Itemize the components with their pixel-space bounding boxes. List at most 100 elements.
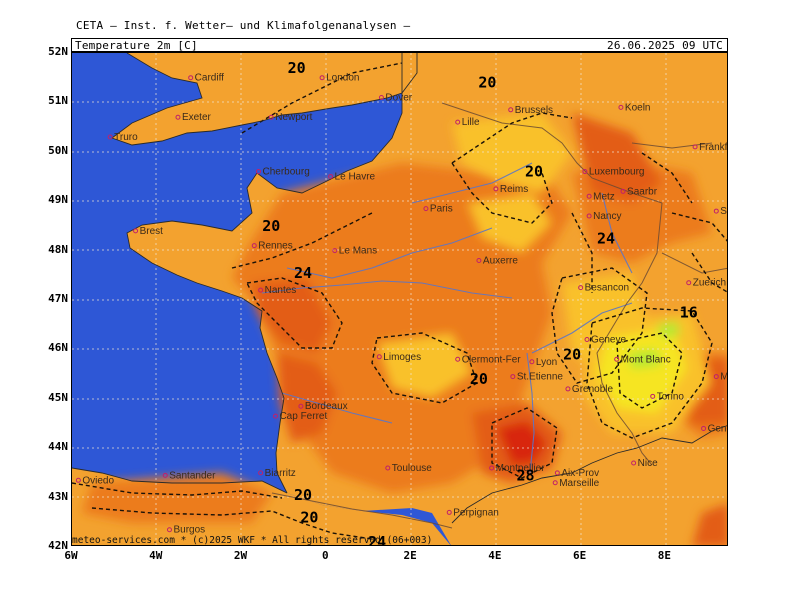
city-marker: St.Etienne [510,372,564,383]
city-marker: Perpignan [446,507,499,518]
city-label: Zuerich [693,278,726,289]
city-dot [620,188,626,194]
city-label: Nancy [593,211,621,222]
x-axis-label: 8E [657,549,672,562]
isotherm-label: 16 [680,303,698,321]
city-marker: Koeln [618,102,651,113]
city-label: Lyon [536,357,557,368]
city-marker: Limoges [376,352,421,363]
city-label: St.Etienne [517,372,564,383]
city-dot [133,228,139,234]
isotherm-value: 20 [525,163,543,181]
valid-time-label: 26.06.2025 09 UTC [607,39,723,52]
city-dot [554,470,560,476]
city-marker: Aix-Prov [554,468,599,479]
isotherm-label: 20 [478,74,496,92]
city-label: Nice [638,458,658,469]
city-label: Milano [720,372,728,383]
isotherm-label-layer: 20 20 20 24 20 24 16 20 20 28 20 20 24 [262,59,698,545]
city-dot [258,470,264,476]
city-label: Lille [462,117,480,128]
city-dot [614,356,620,362]
isotherm-label: 24 [294,264,312,282]
city-label: Dover [385,92,412,103]
city-marker: Marseille [552,478,600,489]
y-axis-label: 52N [48,45,68,58]
political-borders [271,102,727,529]
city-marker: Truro [107,132,138,143]
city-marker: Montpellier [489,463,545,474]
city-dot [686,280,692,286]
y-axis-label: 48N [48,242,68,256]
city-label: Cardiff [195,73,224,84]
city-marker: Santander [162,470,216,481]
isotherm-label: 20 [294,486,312,504]
city-marker: Clermont-Fer [455,354,522,365]
isotherm-value: 24 [597,229,615,247]
city-dot [692,144,698,150]
city-marker: Paris [423,204,453,215]
city-dot [701,425,707,431]
city-dot [378,94,384,100]
city-dot [584,337,590,343]
city-dot [107,134,113,140]
isotherm-label: 20 [563,345,581,363]
city-marker: Frankfurt [692,142,727,153]
city-label: Clermont-Fer [462,354,522,365]
city-label: Oviedo [82,475,114,486]
city-layer: Cardiff London Exeter Newport Truro Dover Lill… [75,73,728,536]
city-marker: Metz [586,191,615,202]
footer-credit: meteo-services.com * (c)2025 WKF * All r… [72,535,433,546]
y-axis-label: 50N [48,143,68,157]
city-marker: Reims [493,184,528,195]
city-dot [455,356,461,362]
city-dot [552,480,558,486]
city-label: Newport [275,112,312,123]
isotherm-label: 20 [262,217,280,235]
city-label: Exeter [182,112,212,123]
city-label: Luxembourg [589,167,645,178]
city-marker: Saarbr [620,186,658,197]
y-axis-label: 46N [48,341,68,355]
header-org-line: CETA — Inst. f. Wetter— und Klimafolgena… [76,19,411,32]
city-label: Torino [657,391,685,402]
city-marker: Stuttgart [713,206,728,217]
x-axis-label: 2E [403,549,417,562]
isotherm-label: 24 [597,229,615,247]
city-marker: Toulouse [385,463,432,474]
city-dot [489,465,495,471]
city-marker: Geneve [584,335,626,346]
y-axis-label: 42N [48,539,68,552]
isotherm-value: 24 [294,264,312,282]
title-bar: Temperature 2m [C] 26.06.2025 09 UTC [71,38,728,52]
city-label: Aix-Prov [561,468,599,479]
isotherm-contours [72,62,727,540]
city-marker: Brussels [508,105,553,116]
city-marker: London [319,73,359,84]
city-label: Toulouse [392,463,432,474]
city-dot [713,374,719,380]
isotherm-value: 20 [563,345,581,363]
city-marker: Cardiff [188,73,224,84]
city-marker: Nancy [586,211,621,222]
city-marker: Besancon [578,283,629,294]
city-marker: Cap Ferret [272,411,327,422]
city-label: Koeln [625,102,651,113]
city-dot [586,213,592,219]
city-label: Reims [500,184,528,195]
y-axis-label: 47N [48,292,68,305]
city-dot [166,527,172,533]
city-dot [376,354,382,360]
city-marker: Milano [713,372,728,383]
city-marker: Genova [701,423,727,434]
city-label: Saarbr [627,186,658,197]
city-label: Stuttgart [720,206,728,217]
city-label: Le Havre [335,172,376,183]
y-axis-label: 43N [48,489,68,503]
city-dot [529,359,535,365]
city-label: Mont Blanc [621,354,671,365]
city-dot [631,460,637,466]
isotherm-value: 16 [680,303,698,321]
city-label: Grenoble [572,384,614,395]
x-axis-label: 6W [64,549,78,562]
